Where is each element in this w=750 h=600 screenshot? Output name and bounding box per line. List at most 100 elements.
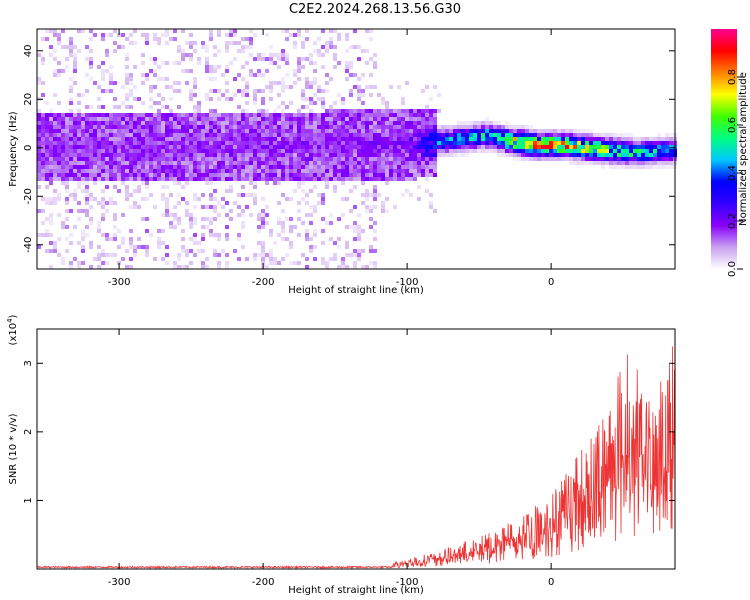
spectrogram-cell: [73, 133, 77, 137]
spectrogram-cell: [621, 137, 625, 141]
spectrogram-cell: [661, 161, 665, 165]
spectrogram-cell: [129, 245, 133, 249]
spectrogram-cell: [485, 141, 489, 145]
spectrogram-cell: [269, 173, 273, 177]
spectrogram-cell: [261, 133, 265, 137]
spectrogram-cell: [417, 165, 421, 169]
spectrogram-cell: [249, 153, 253, 157]
spectrogram-cell: [197, 173, 201, 177]
spectrogram-cell: [637, 157, 641, 161]
spectrogram-cell: [177, 129, 181, 133]
spectrogram-cell: [245, 61, 249, 65]
spectrogram-cell: [669, 153, 673, 157]
spectrogram-cell: [97, 153, 101, 157]
spectrogram-cell: [589, 157, 593, 161]
spectrogram-cell: [389, 153, 393, 157]
spectrogram-cell: [213, 249, 217, 253]
spectrogram-cell: [437, 125, 441, 129]
spectrogram-cell: [281, 193, 285, 197]
spectrogram-cell: [153, 69, 157, 73]
spectrogram-cell: [233, 141, 237, 145]
spectrogram-cell: [65, 157, 69, 161]
spectrogram-cell: [141, 157, 145, 161]
spectrogram-cell: [461, 145, 465, 149]
spectrogram-cell: [297, 209, 301, 213]
spectrogram-cell: [357, 113, 361, 117]
spectrogram-cell: [301, 129, 305, 133]
spectrogram-cell: [301, 45, 305, 49]
spectrogram-cell: [41, 153, 45, 157]
spectrogram-cell: [265, 265, 269, 269]
spectrogram-cell: [93, 33, 97, 37]
spectrogram-cell: [233, 93, 237, 97]
spectrogram-cell: [113, 125, 117, 129]
spectrogram-cell: [253, 117, 257, 121]
spectrogram-cell: [101, 125, 105, 129]
spectrogram-cell: [273, 169, 277, 173]
spectrogram-cell: [137, 141, 141, 145]
spectrogram-cell: [49, 233, 53, 237]
spectrogram-cell: [653, 161, 657, 165]
spectrogram-cell: [141, 113, 145, 117]
spectrogram-cell: [185, 161, 189, 165]
spectrogram-cell: [465, 137, 469, 141]
spectrogram-cell: [633, 157, 637, 161]
spectrogram-cell: [401, 125, 405, 129]
spectrogram-cell: [397, 85, 401, 89]
spectrogram-cell: [385, 129, 389, 133]
spectrogram-cell: [197, 121, 201, 125]
spectrogram-cell: [125, 129, 129, 133]
spectrogram-cell: [213, 145, 217, 149]
spectrogram-cell: [97, 85, 101, 89]
spectrogram-cell: [345, 141, 349, 145]
spectrogram-cell: [505, 133, 509, 137]
spectrogram-cell: [637, 161, 641, 165]
spectrogram-cell: [193, 177, 197, 181]
spectrogram-cell: [429, 161, 433, 165]
spectrogram-cell: [57, 169, 61, 173]
spectrogram-cell: [421, 109, 425, 113]
spectrogram-cell: [277, 121, 281, 125]
spectrogram-cell: [185, 213, 189, 217]
spectrogram-cell: [517, 129, 521, 133]
spectrogram-cell: [197, 157, 201, 161]
spectrogram-cell: [281, 237, 285, 241]
spectrogram-cell: [81, 161, 85, 165]
spectrogram-cell: [153, 173, 157, 177]
spectrogram-cell: [73, 125, 77, 129]
snr-frame: [36, 328, 676, 570]
spectrogram-cell: [41, 81, 45, 85]
spectrogram-cell: [229, 113, 233, 117]
spectrogram-cell: [597, 157, 601, 161]
spectrogram-cell: [297, 161, 301, 165]
spectrogram-cell: [45, 141, 49, 145]
spectrogram-cell: [125, 193, 129, 197]
spectrogram-cell: [105, 157, 109, 161]
spectrogram-cell: [489, 137, 493, 141]
spectrogram-cell: [325, 177, 329, 181]
spectrogram-cell: [41, 169, 45, 173]
spectrogram-cell: [213, 157, 217, 161]
spectrogram-cell: [393, 157, 397, 161]
spectrogram-cell: [213, 177, 217, 181]
spectrogram-cell: [209, 125, 213, 129]
spectrogram-cell: [173, 121, 177, 125]
spectrogram-cell: [129, 145, 133, 149]
spectrogram-cell: [49, 201, 53, 205]
spectrogram-cell: [133, 145, 137, 149]
spectrogram-cell: [205, 177, 209, 181]
spectrogram-cell: [425, 105, 429, 109]
spectrogram-cell: [89, 125, 93, 129]
spectrogram-cell: [625, 153, 629, 157]
spectrogram-cell: [193, 233, 197, 237]
spectrogram-cell: [269, 53, 273, 57]
spectrogram-cell: [105, 253, 109, 257]
spectrogram-cell: [49, 213, 53, 217]
spectrogram-cell: [485, 121, 489, 125]
spectrogram-cell: [97, 169, 101, 173]
spectrogram-cell: [125, 121, 129, 125]
spectrogram-cell: [41, 93, 45, 97]
spectrogram-cell: [193, 109, 197, 113]
spectrogram-cell: [261, 117, 265, 121]
spectrogram-cell: [325, 49, 329, 53]
